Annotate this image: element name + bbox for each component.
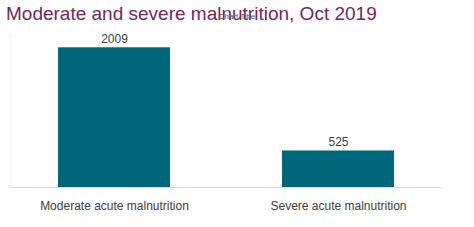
html-text:Chart Title: Chart Title xyxy=(218,12,256,21)
svg-text:Severe acute malnutrition: Severe acute malnutrition xyxy=(270,199,406,213)
svg-text:Moderate acute malnutrition: Moderate acute malnutrition xyxy=(40,199,189,213)
svg-text:525: 525 xyxy=(328,135,348,149)
svg-text:2009: 2009 xyxy=(101,32,128,46)
html-text:Moderate and severe malnutriti: Moderate and severe malnutrition, Oct 20… xyxy=(6,3,377,24)
